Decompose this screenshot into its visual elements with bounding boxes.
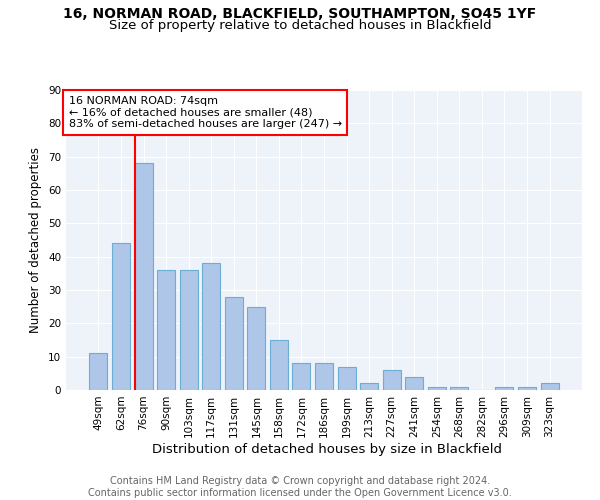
Bar <box>360 384 378 390</box>
Text: 16 NORMAN ROAD: 74sqm
← 16% of detached houses are smaller (48)
83% of semi-deta: 16 NORMAN ROAD: 74sqm ← 16% of detached … <box>68 96 342 129</box>
Bar <box>112 244 130 390</box>
Bar <box>89 354 107 390</box>
Bar <box>157 270 175 390</box>
Bar <box>134 164 152 390</box>
Bar <box>202 264 220 390</box>
Bar <box>338 366 356 390</box>
Bar <box>450 386 469 390</box>
Text: Contains HM Land Registry data © Crown copyright and database right 2024.
Contai: Contains HM Land Registry data © Crown c… <box>88 476 512 498</box>
Bar <box>428 386 446 390</box>
Text: 16, NORMAN ROAD, BLACKFIELD, SOUTHAMPTON, SO45 1YF: 16, NORMAN ROAD, BLACKFIELD, SOUTHAMPTON… <box>64 8 536 22</box>
Text: Distribution of detached houses by size in Blackfield: Distribution of detached houses by size … <box>152 442 502 456</box>
Text: Size of property relative to detached houses in Blackfield: Size of property relative to detached ho… <box>109 18 491 32</box>
Bar <box>247 306 265 390</box>
Bar <box>225 296 243 390</box>
Bar <box>496 386 514 390</box>
Bar <box>179 270 198 390</box>
Bar <box>405 376 423 390</box>
Bar <box>292 364 310 390</box>
Bar <box>518 386 536 390</box>
Bar <box>315 364 333 390</box>
Bar <box>383 370 401 390</box>
Y-axis label: Number of detached properties: Number of detached properties <box>29 147 43 333</box>
Bar <box>541 384 559 390</box>
Bar <box>270 340 288 390</box>
